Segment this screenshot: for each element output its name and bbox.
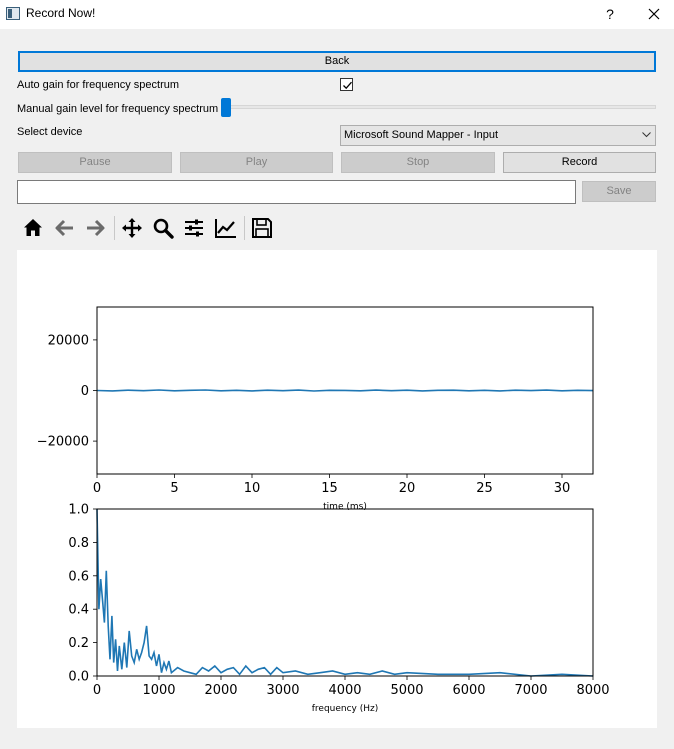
pan-button[interactable]	[119, 214, 145, 242]
x-tick-label: 3000	[266, 683, 299, 698]
help-button[interactable]: ?	[606, 6, 614, 22]
save-figure-button[interactable]	[249, 214, 275, 242]
x-tick-label: 4000	[328, 683, 361, 698]
zoom-icon	[153, 218, 174, 239]
edit-axes-icon	[215, 219, 236, 238]
save-figure-icon	[252, 218, 272, 238]
y-tick-label: −20000	[37, 435, 89, 450]
series-line	[96, 389, 594, 392]
auto-gain-label: Auto gain for frequency spectrum	[17, 79, 180, 91]
x-tick-label: 2000	[204, 683, 237, 698]
pan-icon	[122, 218, 142, 238]
toolbar-separator	[244, 216, 245, 240]
back-button[interactable]: Back	[18, 51, 656, 72]
back-view-button[interactable]	[52, 214, 78, 242]
x-tick-label: 0	[93, 481, 101, 496]
stop-button[interactable]: Stop	[341, 152, 495, 173]
y-tick-label: 0.2	[68, 636, 89, 651]
edit-axes-button[interactable]	[212, 214, 238, 242]
y-tick-label: 0.4	[68, 603, 89, 618]
series-line	[96, 508, 594, 677]
forward-arrow-icon	[87, 219, 105, 237]
x-tick-label: 7000	[514, 683, 547, 698]
x-tick-label: 15	[321, 481, 338, 496]
y-tick-label: 1.0	[68, 503, 89, 518]
plot-canvas[interactable]: 0 5 10 15 20 25 30 −20000 0 20000 time (ms) 0 1000 20…	[17, 250, 657, 728]
configure-subplots-button[interactable]	[181, 214, 207, 242]
manual-gain-slider-handle[interactable]	[221, 98, 231, 117]
title-bar: Record Now! ?	[0, 0, 674, 29]
y-tick-label: 0.0	[68, 670, 89, 685]
y-tick-label: 20000	[48, 333, 89, 348]
device-select[interactable]: Microsoft Sound Mapper - Input	[340, 125, 656, 146]
x-axis-label: time (ms)	[323, 502, 367, 512]
x-tick-label: 0	[93, 683, 101, 698]
toolbar-separator	[114, 216, 115, 240]
save-button[interactable]: Save	[582, 181, 656, 202]
close-icon	[648, 8, 660, 20]
y-tick-label: 0.8	[68, 536, 89, 551]
chevron-down-icon	[642, 132, 651, 138]
x-tick-label: 10	[244, 481, 261, 496]
manual-gain-slider-track[interactable]	[222, 105, 656, 109]
zoom-button[interactable]	[150, 214, 176, 242]
filename-input[interactable]	[17, 180, 576, 204]
checkmark-icon	[343, 81, 352, 90]
pause-button[interactable]: Pause	[18, 152, 172, 173]
y-tick-label: 0.6	[68, 569, 89, 584]
x-tick-label: 8000	[576, 683, 609, 698]
back-arrow-icon	[55, 219, 73, 237]
x-tick-label: 1000	[142, 683, 175, 698]
axes-frame	[96, 508, 594, 677]
home-icon	[24, 219, 42, 236]
x-tick-label: 20	[399, 481, 416, 496]
record-button[interactable]: Record	[503, 152, 656, 173]
home-button[interactable]	[20, 214, 46, 242]
x-axis-label: frequency (Hz)	[312, 704, 379, 714]
configure-subplots-icon	[185, 219, 203, 237]
auto-gain-checkbox[interactable]	[340, 78, 353, 91]
x-tick-label: 5	[170, 481, 178, 496]
forward-view-button[interactable]	[82, 214, 108, 242]
play-button[interactable]: Play	[180, 152, 333, 173]
y-tick-label: 0	[81, 384, 89, 399]
app-icon	[6, 7, 20, 20]
x-tick-label: 6000	[452, 683, 485, 698]
device-select-value: Microsoft Sound Mapper - Input	[344, 129, 499, 141]
figure-svg: 0 5 10 15 20 25 30 −20000 0 20000 time (ms) 0 1000 20…	[37, 306, 610, 714]
x-tick-label: 5000	[390, 683, 423, 698]
window-title: Record Now!	[26, 6, 96, 20]
x-tick-label: 30	[554, 481, 571, 496]
close-button[interactable]	[642, 3, 666, 25]
manual-gain-label: Manual gain level for frequency spectrum	[17, 103, 219, 115]
select-device-label: Select device	[17, 126, 83, 138]
x-tick-label: 25	[476, 481, 493, 496]
